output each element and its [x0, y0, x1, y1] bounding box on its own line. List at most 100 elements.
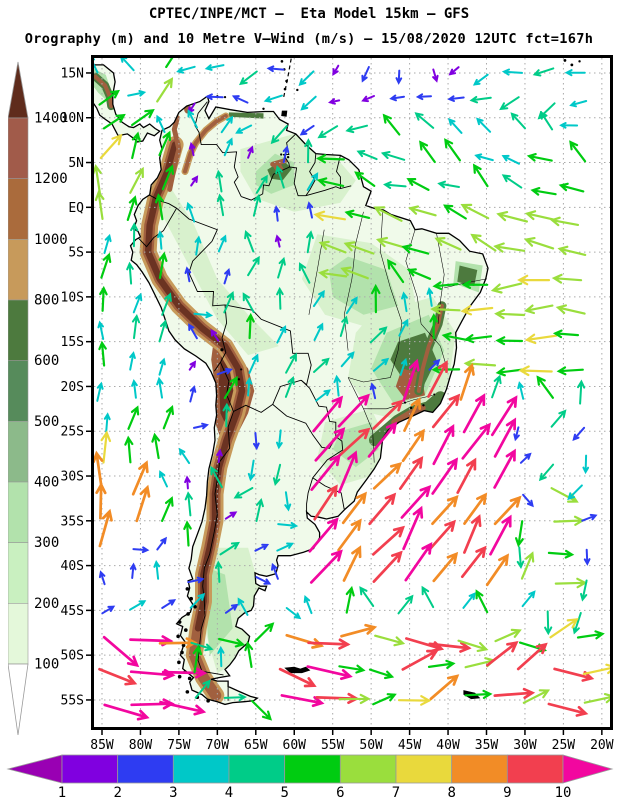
fjord-dot: [189, 596, 194, 601]
page-title: CPTEC/INPE/MCT — Eta Model 15km — GFS: [148, 6, 470, 22]
wind-segment: [339, 754, 397, 784]
wind-arrow: [251, 699, 273, 721]
wind-arrow: [188, 360, 197, 371]
wind-arrow: [421, 585, 435, 609]
wind-arrow: [493, 495, 522, 526]
wind-arrow: [522, 689, 551, 704]
wind-arrow: [490, 282, 523, 294]
wind-arrow: [304, 138, 313, 164]
wind-arrow: [215, 169, 223, 193]
wind-arrow: [583, 548, 591, 566]
wind-arrow: [460, 545, 487, 579]
lat-tick-label: 55S: [61, 693, 84, 708]
wind-arrow: [189, 385, 197, 403]
wind-arrow: [312, 395, 344, 433]
wind-arrow: [216, 193, 225, 217]
wind-arrow: [401, 649, 439, 671]
wind-arrow: [582, 663, 610, 675]
wind-arrow: [460, 203, 490, 220]
island-dot: [578, 60, 581, 63]
state-border: [380, 211, 403, 323]
wind-arrow: [277, 256, 286, 279]
wind-arrow: [313, 210, 346, 222]
wind-arrow: [224, 603, 239, 614]
lon-tick-label: 80W: [129, 738, 153, 753]
orography-segment: [8, 421, 29, 483]
wind-arrow: [188, 323, 198, 340]
country-border: [289, 166, 306, 197]
wind-arrow: [461, 280, 489, 289]
peak-dot: [433, 393, 436, 396]
wind-arrow: [459, 362, 475, 401]
page-subtitle: Orography (m) and 10 Metre V—Wind (m/s) …: [24, 31, 594, 47]
island-dot: [280, 60, 284, 63]
wind-arrow: [456, 457, 477, 494]
wind-arrow: [132, 546, 150, 554]
wind-arrow: [184, 266, 192, 283]
wind-arrow: [354, 171, 376, 187]
wind-scale-label: 10: [555, 785, 572, 800]
lon-tick-label: 25W: [552, 738, 576, 753]
orography-scale-label: 200: [34, 596, 59, 612]
wind-arrow: [463, 514, 482, 554]
wind-arrow: [165, 58, 174, 69]
terrain-patch: [228, 112, 264, 119]
wind-arrow: [266, 65, 285, 73]
wind-scale-label: 9: [503, 785, 511, 800]
wind-arrow: [428, 358, 441, 371]
wind-arrow: [447, 95, 465, 102]
wind-arrow: [276, 542, 295, 552]
wind-arrow: [493, 417, 517, 458]
wind-arrow: [158, 637, 198, 649]
wind-arrow: [231, 95, 249, 104]
wind-arrow: [517, 274, 551, 286]
wind-arrow: [248, 353, 259, 374]
wind-arrow: [372, 550, 403, 583]
wind-arrow: [462, 393, 486, 434]
wind-arrow: [276, 429, 283, 450]
wind-arrow: [536, 375, 554, 399]
wind-arrow: [223, 137, 233, 157]
wind-arrow: [369, 326, 388, 344]
wind-segment: [284, 754, 341, 784]
coastline-central-america: [94, 64, 161, 143]
wind-arrow: [367, 421, 398, 458]
island-dot: [285, 79, 288, 83]
wind-arrow: [102, 635, 140, 668]
wind-arrow: [313, 484, 338, 521]
wind-arrow: [501, 174, 523, 189]
wind-arrow: [332, 64, 340, 76]
lat-tick-label: 45S: [61, 604, 84, 619]
wind-arrow: [190, 175, 199, 187]
country-border: [300, 379, 337, 437]
map-frame: [91, 55, 613, 730]
wind-arrow: [495, 367, 524, 377]
fjord-dot: [193, 604, 197, 609]
orography-segment: [8, 299, 29, 361]
island-dot: [563, 59, 567, 62]
wind-arrow: [493, 448, 516, 489]
island: [284, 666, 311, 674]
wind-arrow: [489, 514, 512, 556]
wind-arrow: [426, 287, 434, 307]
island-dot: [262, 107, 265, 110]
orography-scale-label: 100: [34, 657, 59, 673]
wind-arrow: [572, 426, 586, 441]
wind-arrow: [242, 292, 255, 313]
wind-arrow: [158, 130, 171, 157]
lon-tick-label: 45W: [398, 738, 422, 753]
lon-tick-label: 30W: [513, 738, 537, 753]
wind-arrow: [395, 69, 403, 85]
wind-arrow: [344, 209, 371, 219]
wind-arrow: [476, 117, 492, 133]
wind-arrow: [371, 525, 406, 556]
wind-arrow: [398, 318, 409, 337]
wind-arrow: [156, 77, 174, 103]
wind-arrow: [572, 612, 582, 635]
lat-tick-label: 15N: [61, 66, 84, 81]
wind-arrow: [184, 475, 191, 490]
wind-arrow: [460, 305, 494, 316]
wind-arrow: [124, 435, 134, 464]
terrain-patch: [155, 176, 279, 356]
wind-scale-label: 8: [447, 785, 455, 800]
